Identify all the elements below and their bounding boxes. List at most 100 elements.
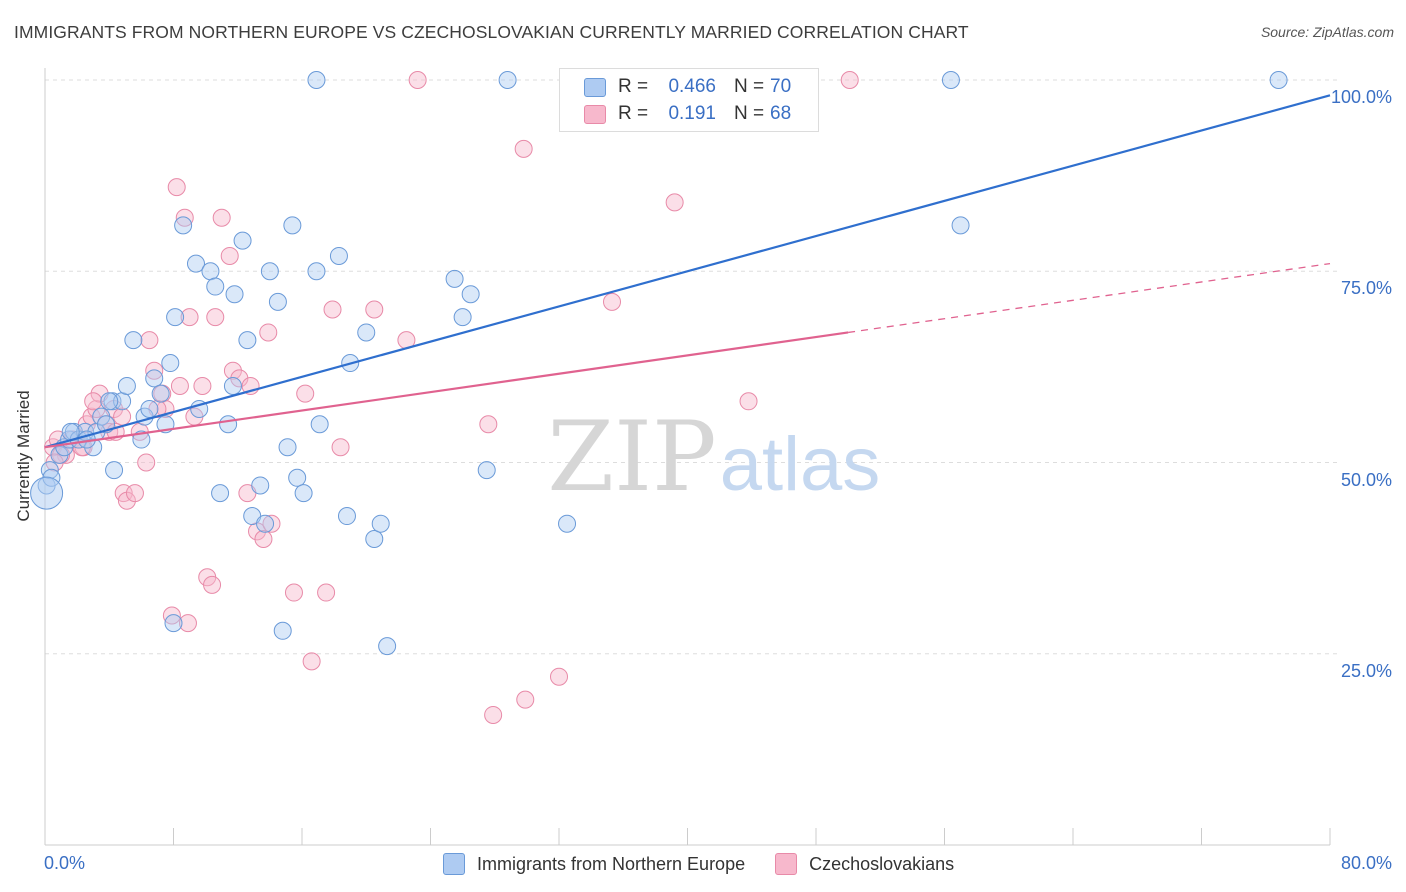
data-point-northern-europe bbox=[498, 71, 517, 89]
legend-row-czechoslovakians: R = 0.191 N = 68 bbox=[584, 102, 792, 126]
data-point-czechoslovakians bbox=[137, 453, 156, 472]
r-value-northern-europe: 0.466 bbox=[668, 76, 716, 97]
data-point-northern-europe bbox=[371, 514, 390, 533]
data-point-northern-europe bbox=[164, 614, 183, 633]
data-point-czechoslovakians bbox=[206, 308, 225, 327]
legend-item-northern-europe[interactable]: Immigrants from Northern Europe bbox=[443, 853, 745, 875]
data-point-northern-europe bbox=[117, 377, 136, 395]
legend-label-czechoslovakians: Czechoslovakians bbox=[809, 853, 955, 874]
data-point-czechoslovakians bbox=[317, 583, 336, 602]
data-point-northern-europe bbox=[453, 308, 472, 327]
data-point-northern-europe bbox=[461, 285, 480, 304]
data-point-czechoslovakians bbox=[175, 208, 194, 227]
x-tick-min: 0.0% bbox=[44, 853, 86, 873]
data-point-czechoslovakians bbox=[178, 614, 197, 633]
data-point-northern-europe bbox=[260, 262, 279, 281]
y-tick-label: 50.0% bbox=[1340, 469, 1392, 490]
legend-label-northern-europe: Immigrants from Northern Europe bbox=[477, 853, 746, 874]
data-point-czechoslovakians bbox=[167, 178, 186, 197]
data-point-czechoslovakians bbox=[296, 384, 315, 403]
data-point-czechoslovakians bbox=[220, 246, 239, 265]
source-label: Source: ZipAtlas.com bbox=[1260, 24, 1394, 40]
data-point-northern-europe bbox=[273, 621, 292, 640]
data-point-northern-europe bbox=[357, 323, 376, 342]
data-point-czechoslovakians bbox=[479, 415, 498, 434]
data-point-czechoslovakians bbox=[254, 530, 273, 548]
data-point-northern-europe bbox=[223, 377, 242, 395]
data-point-czechoslovakians bbox=[145, 361, 164, 380]
n-value-northern-europe: 70 bbox=[770, 76, 792, 97]
data-point-northern-europe bbox=[251, 476, 270, 495]
data-point-czechoslovakians bbox=[212, 208, 231, 227]
chart-title: IMMIGRANTS FROM NORTHERN EUROPE VS CZECH… bbox=[14, 22, 969, 42]
data-point-northern-europe bbox=[233, 231, 252, 250]
data-point-northern-europe bbox=[558, 514, 577, 533]
legend-row-northern-europe: R = 0.466 N = 70 bbox=[584, 75, 792, 99]
watermark: ZIP atlas bbox=[547, 401, 880, 513]
data-point-northern-europe bbox=[445, 269, 464, 288]
data-point-czechoslovakians bbox=[302, 652, 321, 671]
watermark-atlas: atlas bbox=[720, 422, 881, 507]
data-point-czechoslovakians bbox=[84, 392, 103, 411]
legend-swatch-pink bbox=[584, 104, 606, 124]
data-point-czechoslovakians bbox=[365, 300, 384, 319]
data-point-northern-europe bbox=[365, 530, 384, 548]
trend-line-czechoslovakians-extension bbox=[848, 262, 1331, 334]
data-point-northern-europe bbox=[278, 438, 297, 457]
data-point-northern-europe bbox=[337, 507, 356, 526]
data-point-northern-europe bbox=[256, 514, 275, 533]
r-value-czechoslovakians: 0.191 bbox=[668, 103, 716, 124]
data-point-czechoslovakians bbox=[665, 193, 684, 212]
data-point-northern-europe bbox=[1269, 71, 1288, 89]
data-point-northern-europe bbox=[206, 277, 225, 296]
correlation-legend: R = 0.466 N = 70 R = 0.191 N = 68 bbox=[559, 68, 819, 132]
data-point-northern-europe bbox=[105, 461, 124, 480]
data-point-northern-europe bbox=[201, 262, 220, 281]
data-point-czechoslovakians bbox=[739, 392, 758, 411]
data-point-northern-europe bbox=[951, 216, 970, 235]
watermark-zip: ZIP bbox=[547, 401, 716, 513]
trend-line-czechoslovakians bbox=[44, 331, 849, 449]
data-point-northern-europe bbox=[941, 71, 960, 89]
legend-swatch-pink bbox=[775, 853, 798, 875]
series-legend: Immigrants from Northern Europe Czechosl… bbox=[443, 853, 984, 875]
data-point-northern-europe bbox=[288, 468, 307, 487]
data-point-czechoslovakians bbox=[840, 71, 859, 89]
axes bbox=[44, 68, 1331, 846]
x-tick-max: 80.0% bbox=[1340, 853, 1392, 873]
data-point-czechoslovakians bbox=[140, 331, 159, 350]
czechoslovakians-points bbox=[44, 71, 859, 724]
data-point-northern-europe bbox=[477, 461, 496, 480]
trend-line-northern-europe bbox=[44, 94, 1331, 449]
data-point-czechoslovakians bbox=[193, 377, 212, 395]
data-point-northern-europe bbox=[238, 331, 257, 350]
data-point-czechoslovakians bbox=[262, 514, 281, 533]
data-point-northern-europe bbox=[151, 384, 170, 403]
legend-item-czechoslovakians[interactable]: Czechoslovakians bbox=[775, 853, 954, 875]
data-point-northern-europe bbox=[186, 254, 205, 273]
data-point-northern-europe bbox=[310, 415, 329, 434]
data-point-northern-europe bbox=[140, 399, 159, 418]
data-point-czechoslovakians bbox=[484, 705, 503, 724]
data-point-northern-europe bbox=[294, 484, 313, 503]
data-point-czechoslovakians bbox=[408, 71, 427, 89]
data-point-czechoslovakians bbox=[259, 323, 278, 342]
data-point-northern-europe bbox=[84, 438, 103, 457]
data-point-northern-europe bbox=[145, 369, 164, 388]
data-point-czechoslovakians bbox=[603, 292, 622, 311]
data-point-czechoslovakians bbox=[323, 300, 342, 319]
data-point-czechoslovakians bbox=[113, 407, 132, 426]
data-point-czechoslovakians bbox=[203, 575, 222, 594]
data-point-northern-europe bbox=[174, 216, 193, 235]
y-tick-label: 75.0% bbox=[1340, 278, 1392, 299]
n-value-czechoslovakians: 68 bbox=[770, 103, 792, 124]
data-point-northern-europe bbox=[307, 71, 326, 89]
data-point-northern-europe-cluster bbox=[30, 476, 64, 510]
y-tick-label: 25.0% bbox=[1340, 660, 1392, 681]
data-point-czechoslovakians bbox=[162, 606, 181, 625]
data-point-czechoslovakians bbox=[125, 484, 144, 503]
data-point-northern-europe bbox=[166, 308, 185, 327]
data-point-czechoslovakians bbox=[514, 139, 533, 158]
data-point-northern-europe bbox=[307, 262, 326, 281]
data-point-northern-europe bbox=[219, 415, 238, 434]
